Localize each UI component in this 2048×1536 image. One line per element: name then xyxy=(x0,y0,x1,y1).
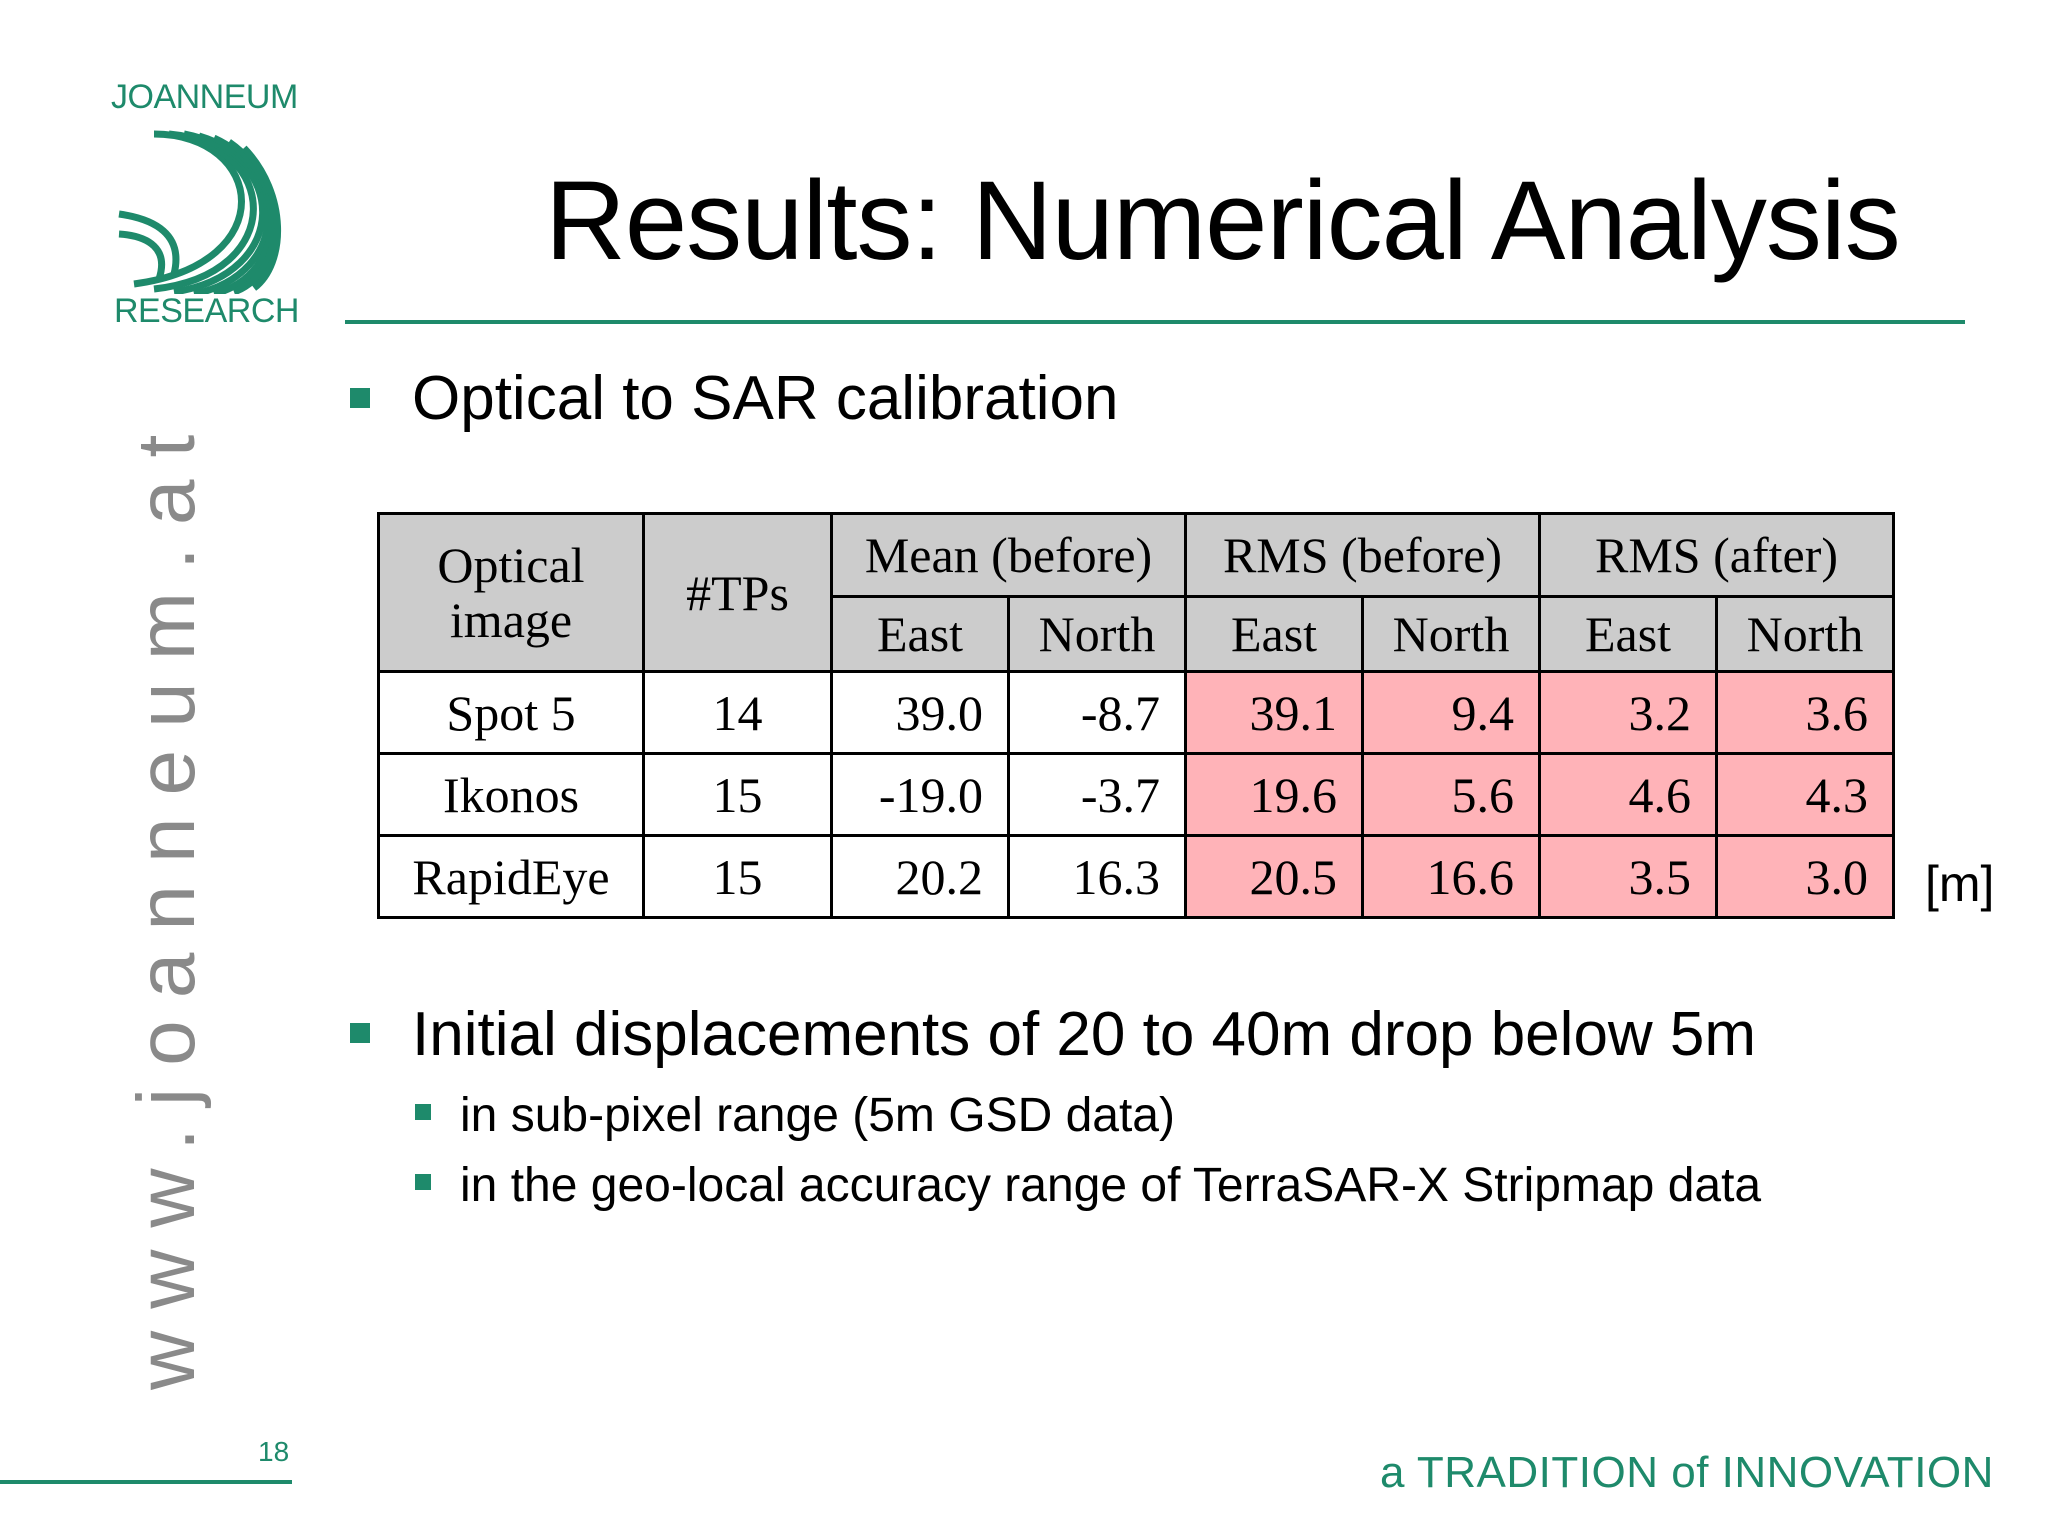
results-table: Optical image #TPs Mean (before) RMS (be… xyxy=(377,512,1895,919)
cell-rms-before-north: 16.6 xyxy=(1361,834,1541,919)
joanneum-logo: JOANNEUM RESEARCH xyxy=(106,78,306,338)
cell-rms-after-east: 4.6 xyxy=(1538,752,1718,837)
bullet-square-icon xyxy=(350,388,370,408)
cell-mean-east: 20.2 xyxy=(830,834,1010,919)
header-east: East xyxy=(830,595,1010,673)
cell-rms-after-east: 3.5 xyxy=(1538,834,1718,919)
footer-tagline: a TRADITION of INNOVATION xyxy=(1380,1448,1994,1497)
logo-bottom-text: RESEARCH xyxy=(114,292,299,330)
cell-image: Spot 5 xyxy=(377,670,645,755)
header-north: North xyxy=(1361,595,1541,673)
cell-rms-after-north: 3.0 xyxy=(1715,834,1895,919)
header-optical-image: Optical image xyxy=(377,512,645,673)
cell-rms-before-north: 9.4 xyxy=(1361,670,1541,755)
cell-mean-east: 39.0 xyxy=(830,670,1010,755)
cell-mean-east: -19.0 xyxy=(830,752,1010,837)
slide-title: Results: Numerical Analysis xyxy=(545,158,1901,283)
header-tps: #TPs xyxy=(642,512,833,673)
sub-bullet-sub-pixel: in sub-pixel range (5m GSD data) xyxy=(460,1089,1175,1142)
table-row: RapidEye 15 20.2 16.3 20.5 16.6 3.5 3.0 xyxy=(377,834,1895,919)
cell-mean-north: 16.3 xyxy=(1007,834,1187,919)
header-north: North xyxy=(1715,595,1895,673)
cell-rms-after-east: 3.2 xyxy=(1538,670,1718,755)
cell-rms-before-east: 19.6 xyxy=(1184,752,1364,837)
header-mean-before: Mean (before) xyxy=(830,512,1187,598)
cell-rms-before-east: 20.5 xyxy=(1184,834,1364,919)
header-rms-before: RMS (before) xyxy=(1184,512,1541,598)
sub-bullet-square-icon xyxy=(415,1104,431,1120)
cell-image: RapidEye xyxy=(377,834,645,919)
sub-bullet-geo-local: in the geo-local accuracy range of Terra… xyxy=(460,1159,1762,1212)
cell-rms-after-north: 4.3 xyxy=(1715,752,1895,837)
page-number: 18 xyxy=(258,1436,290,1467)
bullet-square-icon xyxy=(350,1023,370,1043)
cell-rms-before-north: 5.6 xyxy=(1361,752,1541,837)
cell-rms-before-east: 39.1 xyxy=(1184,670,1364,755)
header-rms-after: RMS (after) xyxy=(1538,512,1895,598)
header-east: East xyxy=(1184,595,1364,673)
header-east: East xyxy=(1538,595,1718,673)
logo-top-text: JOANNEUM xyxy=(111,78,298,116)
unit-label: [m] xyxy=(1925,856,1995,912)
cell-mean-north: -3.7 xyxy=(1007,752,1187,837)
cell-image: Ikonos xyxy=(377,752,645,837)
table-row: Ikonos 15 -19.0 -3.7 19.6 5.6 4.6 4.3 xyxy=(377,752,1895,837)
sub-bullet-square-icon xyxy=(415,1174,431,1190)
header-north: North xyxy=(1007,595,1187,673)
cell-tps: 15 xyxy=(642,752,833,837)
footer-divider xyxy=(0,1480,292,1484)
cell-tps: 15 xyxy=(642,834,833,919)
title-divider xyxy=(345,320,1965,324)
cell-tps: 14 xyxy=(642,670,833,755)
bullet-optical-sar: Optical to SAR calibration xyxy=(412,364,1119,433)
side-url: www.joanneum.at xyxy=(121,412,212,1390)
cell-mean-north: -8.7 xyxy=(1007,670,1187,755)
table-row: Spot 5 14 39.0 -8.7 39.1 9.4 3.2 3.6 xyxy=(377,670,1895,755)
cell-rms-after-north: 3.6 xyxy=(1715,670,1895,755)
bullet-initial-displacements: Initial displacements of 20 to 40m drop … xyxy=(412,1000,1757,1069)
logo-wave-icon xyxy=(118,130,281,294)
